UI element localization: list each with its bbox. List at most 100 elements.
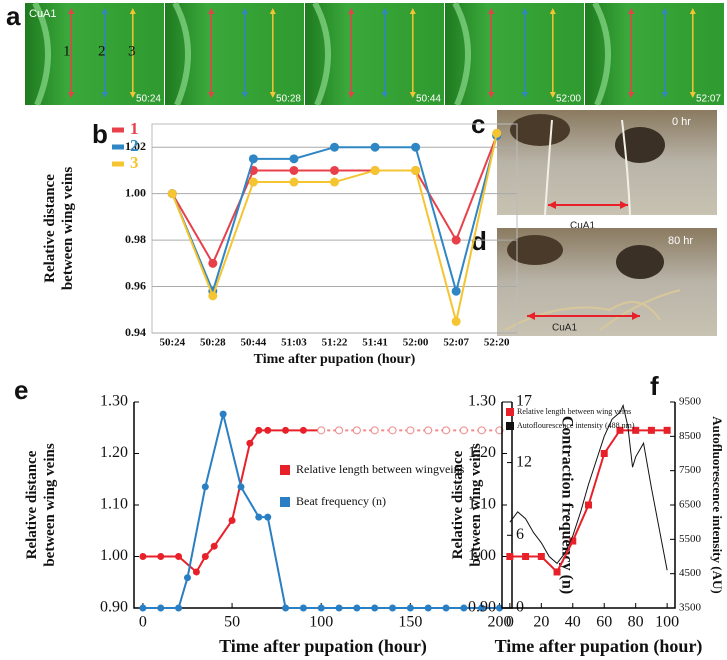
y-tick-label: 0.90 — [468, 599, 496, 616]
marker — [248, 154, 258, 164]
y-axis-title: Relative distance between wing veins — [24, 443, 58, 566]
marker — [388, 426, 397, 435]
panel-label: e — [14, 375, 28, 405]
y2-tick-label: 4500 — [679, 567, 702, 579]
marker — [228, 516, 236, 524]
x-tick-label: 51:03 — [281, 337, 307, 349]
photo-time: 0 hr — [672, 116, 691, 128]
legend-label: Relative length between wingveins — [296, 462, 465, 476]
marker — [663, 426, 671, 434]
legend-label: 1 — [130, 119, 139, 138]
marker — [289, 154, 299, 164]
marker — [255, 513, 263, 521]
x-tick-label: 40 — [565, 614, 581, 631]
marker — [406, 604, 414, 612]
marker — [478, 604, 486, 612]
x-tick-label: 52:00 — [403, 337, 429, 349]
marker — [210, 542, 218, 550]
y-axis-title: Relative distance between wing veins — [450, 443, 484, 566]
track-label: 1 — [63, 43, 71, 59]
marker — [411, 165, 421, 175]
y2-tick-label: 5500 — [679, 533, 702, 545]
marker — [371, 604, 379, 612]
marker — [201, 483, 209, 491]
series-line — [142, 413, 500, 609]
y2-tick-label: 17 — [516, 393, 532, 410]
marker — [451, 235, 461, 245]
marker — [237, 483, 245, 491]
photo-detail — [616, 245, 664, 279]
marker — [632, 426, 640, 434]
marker — [460, 604, 468, 612]
y-tick-label: 1.10 — [468, 496, 496, 513]
timestamp: 50:28 — [276, 94, 301, 105]
y2-tick-label: 9500 — [679, 396, 702, 408]
marker — [157, 553, 165, 560]
marker — [451, 316, 461, 326]
marker — [208, 258, 218, 268]
x-tick-label: 50 — [224, 614, 240, 631]
x-tick-label: 52:20 — [484, 337, 510, 349]
marker — [208, 291, 218, 301]
marker — [389, 604, 397, 612]
vein-label: CuA1 — [29, 8, 57, 20]
marker — [424, 426, 433, 435]
marker — [477, 426, 486, 435]
plot-area — [151, 123, 518, 334]
panel-label: a — [6, 1, 21, 31]
y-tick-label: 1.02 — [125, 139, 146, 153]
photo-d: 80 hr CuA1 — [497, 228, 717, 336]
tissue-edge — [32, 1, 51, 107]
y-tick-label: 0.96 — [125, 278, 146, 292]
marker — [157, 604, 165, 612]
y-tick-label: 0.90 — [100, 599, 128, 616]
vein — [544, 119, 631, 216]
marker — [459, 426, 468, 435]
photo-time: 80 hr — [668, 235, 693, 247]
y-axis-title: Relative distance between wing veins — [42, 167, 76, 290]
photo-detail — [507, 235, 563, 265]
marker — [289, 165, 299, 175]
marker — [175, 604, 183, 612]
x-tick-label: 80 — [628, 614, 644, 631]
marker — [569, 537, 577, 545]
legend-label: 3 — [130, 153, 139, 172]
timestamp: 52:07 — [696, 94, 721, 105]
marker — [335, 604, 343, 612]
y-axis-title-line: Relative distance — [42, 174, 58, 283]
timestamp: 50:24 — [136, 94, 161, 105]
x-axis-title: Time after pupation (hour) — [254, 352, 416, 367]
marker — [522, 553, 530, 560]
marker — [183, 574, 191, 582]
marker — [352, 426, 361, 435]
marker — [192, 568, 200, 576]
marker — [506, 553, 514, 560]
marker — [411, 142, 421, 152]
y-tick-label: 1.00 — [125, 185, 146, 199]
marker — [167, 189, 177, 199]
timestamp: 50:44 — [416, 94, 441, 105]
marker — [317, 604, 325, 612]
series-line — [509, 429, 668, 574]
photo-vein-label: CuA1 — [570, 221, 595, 232]
y2-tick-label: 6 — [516, 526, 524, 543]
y2-tick-label: 8500 — [679, 430, 702, 442]
marker — [317, 426, 326, 435]
marker — [492, 128, 502, 138]
marker — [442, 426, 451, 435]
legend-swatch — [280, 497, 290, 507]
marker — [282, 604, 290, 612]
photo-c: 0 hr CuA1 — [497, 110, 717, 232]
y-tick-label: 1.30 — [100, 393, 128, 410]
y-tick-label: 1.30 — [468, 393, 496, 410]
marker — [255, 426, 263, 434]
marker — [335, 426, 344, 435]
micrograph-strip: 50:24 50:28 50:44 52:00 52:07 CuA1 1 2 3 — [25, 1, 724, 107]
x-tick-label: 50:44 — [241, 337, 267, 349]
marker — [201, 553, 209, 560]
y2-tick-label: 0 — [516, 599, 524, 616]
series-line — [171, 135, 498, 296]
marker — [600, 450, 608, 457]
track-label: 2 — [98, 43, 106, 59]
x-tick-label: 100 — [309, 614, 333, 631]
